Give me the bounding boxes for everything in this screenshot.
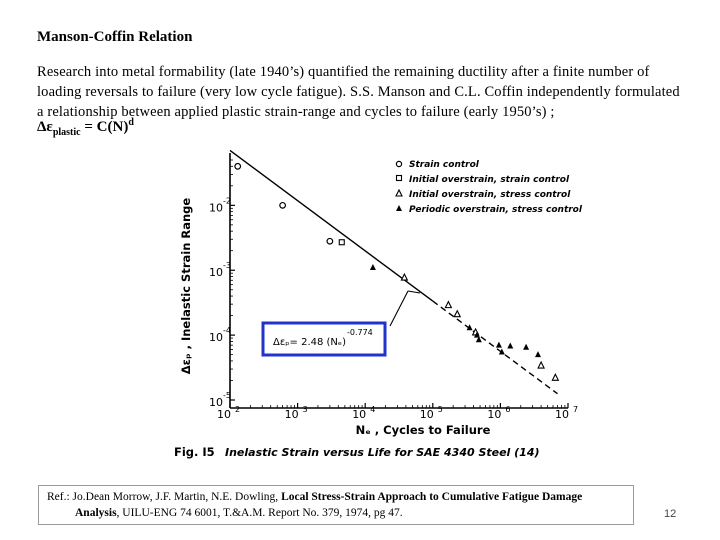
- legend-marker-open-circle: [395, 160, 403, 168]
- reference-prefix: Ref.: Jo.Dean Morrow, J.F. Martin, N.E. …: [47, 491, 282, 503]
- y-tick-exponent: -4: [223, 326, 231, 335]
- legend-label-2: Initial overstrain, stress control: [409, 190, 571, 200]
- data-point-periodic-overstrain: [498, 348, 505, 355]
- legend: Strain control Initial overstrain, strai…: [395, 160, 583, 215]
- legend-marker-open-square: [395, 174, 403, 182]
- fit-line-dashed: [432, 300, 558, 395]
- data-point-initial-overstrain-stress-control: [537, 360, 545, 369]
- x-tick-exponent: 6: [505, 405, 510, 414]
- x-tick-label: 10: [352, 408, 366, 421]
- formula-rest: = C(N): [80, 119, 129, 135]
- x-tick-exponent: 5: [438, 405, 443, 414]
- y-tick-exponent: -3: [223, 261, 231, 270]
- data-point-initial-overstrain-stress-control: [400, 272, 409, 281]
- x-axis-label: Nₑ , Cycles to Failure: [356, 423, 491, 437]
- formula-subscript: plastic: [52, 127, 81, 138]
- x-tick-exponent: 3: [303, 405, 308, 414]
- x-tick-label: 10: [217, 408, 231, 421]
- data-point-strain-control: [279, 201, 287, 209]
- annotation-leader: [389, 290, 421, 327]
- data-point-periodic-overstrain: [495, 341, 502, 348]
- x-tick-label: 10: [555, 408, 569, 421]
- page-number: 12: [664, 508, 677, 520]
- y-tick-label: 10: [209, 331, 223, 344]
- x-tick-exponent: 2: [235, 405, 240, 414]
- annotation-formula-base: Δεₚ= 2.48 (Nₑ): [273, 337, 346, 348]
- data-point-initial-overstrain-stress-control: [551, 373, 560, 381]
- legend-marker-filled-triangle: [396, 205, 402, 211]
- data-point-initial-overstrain-stress-control: [453, 309, 462, 318]
- y-axis-label: Δεₚ , Inelastic Strain Range: [179, 198, 193, 375]
- reference-title-part2: Analysis: [75, 507, 117, 519]
- fatigue-plot-figure: Δεₚ , Inelastic Strain Range 10 2 10 3 10 4 10…: [174, 149, 583, 459]
- y-tick-exponent: -5: [223, 391, 231, 400]
- annotation-formula-exponent: -0.774: [347, 328, 373, 337]
- data-point-initial-overstrain-strain-control: [338, 239, 345, 246]
- annotation-box: [261, 321, 387, 357]
- legend-label-1: Initial overstrain, strain control: [409, 175, 570, 185]
- formula-superscript: d: [128, 117, 134, 128]
- fit-line-solid: [229, 149, 434, 302]
- formula-symbol: Δε: [37, 119, 53, 135]
- reference-suffix: , UILU-ENG 74 6001, T.&A.M. Report No. 3…: [116, 507, 403, 519]
- legend-label-0: Strain control: [409, 160, 480, 170]
- data-point-periodic-overstrain: [507, 342, 514, 349]
- reference-title-part1: Local Stress-Strain Approach to Cumulati…: [281, 491, 583, 503]
- data-point-periodic-overstrain: [535, 351, 542, 358]
- data-point-periodic-overstrain: [475, 336, 482, 343]
- data-point-periodic-overstrain: [473, 331, 480, 338]
- reference-box: Ref.: Jo.Dean Morrow, J.F. Martin, N.E. …: [38, 485, 634, 525]
- formula: Δεplastic = C(N)d: [37, 117, 134, 138]
- legend-marker-open-triangle: [395, 188, 403, 197]
- x-tick-label: 10: [420, 408, 434, 421]
- y-tick-label: 10: [209, 201, 223, 214]
- y-tick-exponent: -2: [223, 196, 231, 205]
- data-point-initial-overstrain-stress-control: [444, 300, 453, 309]
- x-tick-label: 10: [487, 408, 501, 421]
- figure-caption-number: Fig. I5: [174, 445, 215, 459]
- y-tick-label: 10: [209, 266, 223, 279]
- legend-label-3: Periodic overstrain, stress control: [409, 205, 583, 215]
- x-tick-exponent: 4: [370, 405, 375, 414]
- data-point-periodic-overstrain: [369, 264, 376, 271]
- data-point-strain-control: [326, 237, 334, 245]
- data-point-strain-control: [234, 162, 242, 170]
- y-tick-label: 10: [209, 396, 223, 409]
- slide-title: Manson-Coffin Relation: [37, 29, 193, 45]
- x-tick-label: 10: [285, 408, 299, 421]
- annotation-formula: Δεₚ= 2.48 (Nₑ)-0.774: [273, 328, 373, 348]
- body-paragraph: Research into metal formability (late 19…: [37, 64, 680, 120]
- figure-caption-text: Inelastic Strain versus Life for SAE 434…: [225, 446, 540, 459]
- data-point-periodic-overstrain: [523, 343, 530, 350]
- x-tick-exponent: 7: [573, 405, 578, 414]
- data-point-periodic-overstrain: [466, 324, 473, 331]
